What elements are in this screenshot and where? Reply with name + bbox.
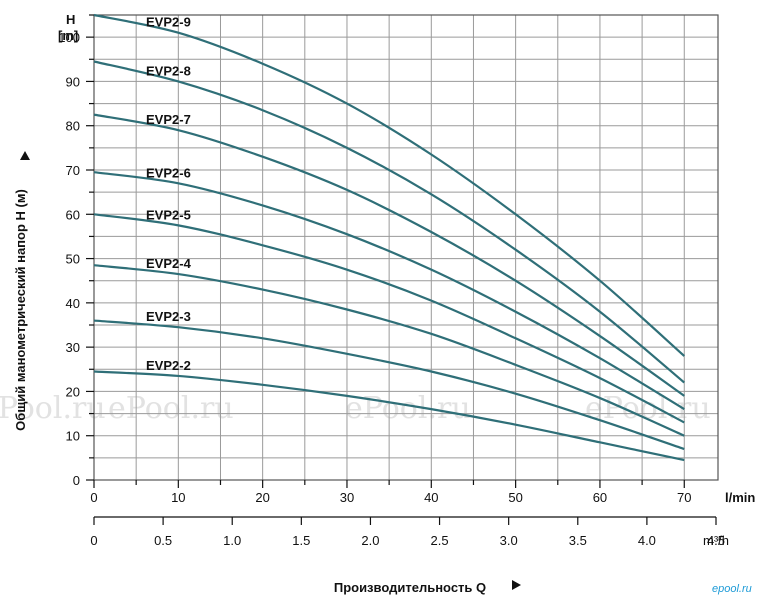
y-axis-arrow-icon <box>20 151 30 160</box>
x-axis-arrow-icon <box>512 580 521 590</box>
watermark-text: ePool.ru <box>0 391 106 426</box>
y-tick-label: 80 <box>66 119 80 134</box>
x-tick-label: 30 <box>340 490 354 505</box>
series-labels: EVP2-9 EVP2-8 EVP2-7 EVP2-6 EVP2-5 EVP2-4 EVP2… <box>146 15 192 373</box>
y-tick-label: 20 <box>66 384 80 399</box>
grid <box>86 14 719 488</box>
x2-tick-label: 1.0 <box>223 533 241 548</box>
x2-tick-label: 3.5 <box>569 533 587 548</box>
y-tick-label: 10 <box>66 429 80 444</box>
x2-tick-label: 4.0 <box>638 533 656 548</box>
y-axis-label: Общий манометрический напор H (м) <box>13 189 28 431</box>
x-tick-label: 10 <box>171 490 185 505</box>
y-tick-label: 30 <box>66 340 80 355</box>
y-tick-label: 90 <box>66 74 80 89</box>
series-curve-evp2-2 <box>93 370 685 462</box>
series-curve-evp2-6 <box>93 171 685 411</box>
watermark-text: ePool.ru <box>345 391 471 426</box>
series-label-evp2-3: EVP2-3 <box>146 309 191 324</box>
x-axis-title: Производительность Q <box>334 580 521 595</box>
x2-tick-label: 0 <box>90 533 97 548</box>
series-curve-evp2-9 <box>93 13 686 357</box>
secondary-x-axis: 0 0.5 1.0 1.5 2.0 2.5 3.0 3.5 4.0 4.5 <box>90 516 725 548</box>
y-tick-label: 40 <box>66 296 80 311</box>
x-tick-label: 50 <box>508 490 522 505</box>
x-unit-top: l/min <box>725 490 755 505</box>
series-curve-evp2-3 <box>93 319 685 451</box>
y-axis-title: Общий манометрический напор H (м) <box>13 151 30 431</box>
series-label-evp2-6: EVP2-6 <box>146 165 191 180</box>
x2-tick-label: 2.5 <box>431 533 449 548</box>
y-tick-label: 100 <box>58 30 80 45</box>
y-tick-label: 60 <box>66 207 80 222</box>
series-label-evp2-2: EVP2-2 <box>146 358 191 373</box>
series-label-evp2-9: EVP2-9 <box>146 15 191 30</box>
series-curve-evp2-7 <box>93 113 685 397</box>
x-tick-labels: 0 10 20 30 40 50 60 70 <box>90 490 691 505</box>
curves <box>93 13 686 462</box>
x-tick-label: 0 <box>90 490 97 505</box>
y-tick-label: 50 <box>66 252 80 267</box>
x-tick-label: 70 <box>677 490 691 505</box>
y-tick-label: 0 <box>73 473 80 488</box>
series-curve-evp2-8 <box>93 60 685 384</box>
series-label-evp2-7: EVP2-7 <box>146 112 191 127</box>
series-label-evp2-5: EVP2-5 <box>146 207 191 222</box>
x-tick-label: 20 <box>255 490 269 505</box>
series-curve-evp2-4 <box>93 264 685 437</box>
y-unit-symbol: H <box>66 12 75 27</box>
plot-frame <box>93 14 719 481</box>
x2-tick-label: 1.5 <box>292 533 310 548</box>
x-axis-label: Производительность Q <box>334 580 486 595</box>
x2-tick-label: 4.5 <box>707 533 725 548</box>
series-label-evp2-4: EVP2-4 <box>146 256 192 271</box>
x2-tick-label: 0.5 <box>154 533 172 548</box>
x-tick-label: 40 <box>424 490 438 505</box>
x2-tick-label: 2.0 <box>361 533 379 548</box>
brand-logo-text: epool.ru <box>712 583 752 595</box>
x-tick-label: 60 <box>593 490 607 505</box>
series-curve-evp2-5 <box>93 213 685 424</box>
y-tick-labels: 0 10 20 30 40 50 60 70 80 90 100 <box>58 30 80 488</box>
y-tick-label: 70 <box>66 163 80 178</box>
x2-tick-label: 3.0 <box>500 533 518 548</box>
x-unit-bottom: m³/h <box>703 533 729 548</box>
y-unit: [m] <box>58 28 78 43</box>
watermark-text: ePool.ru <box>108 391 234 426</box>
series-label-evp2-8: EVP2-8 <box>146 63 191 78</box>
